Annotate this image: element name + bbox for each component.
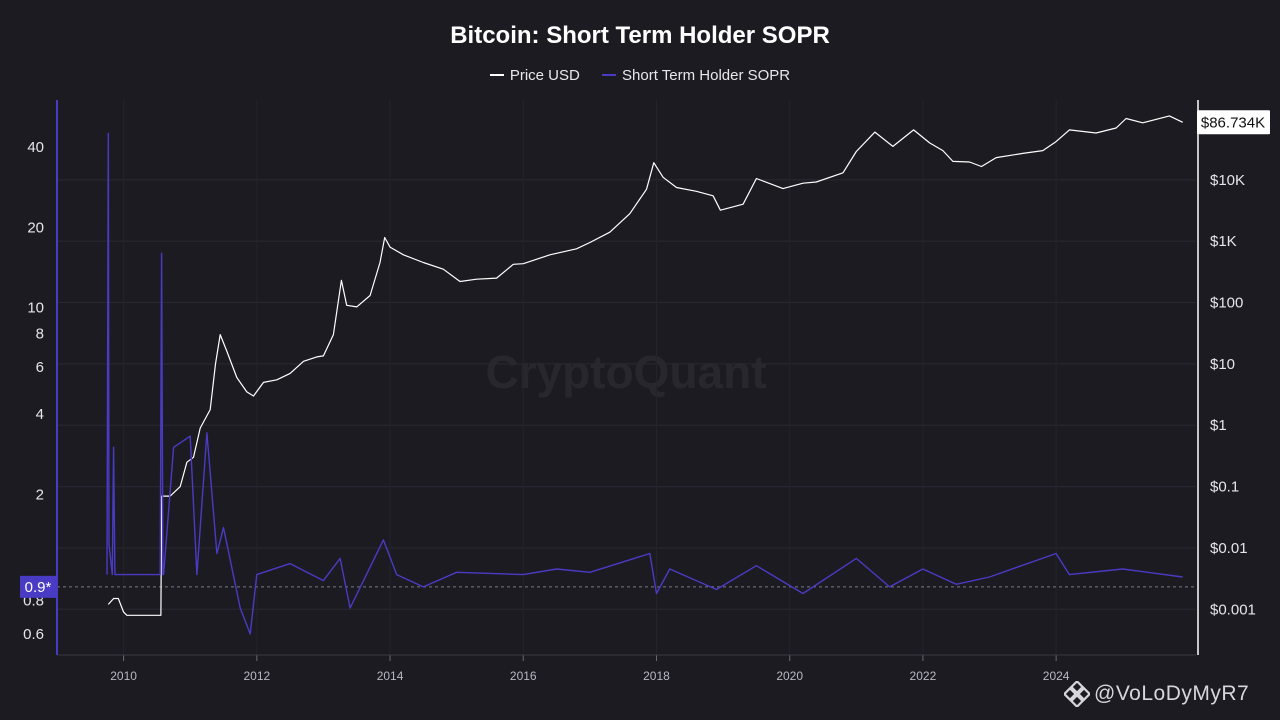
right-tick-label: $10K — [1210, 172, 1245, 189]
left-tick-label: 20 — [27, 219, 44, 236]
x-tick-label: 2024 — [1043, 669, 1070, 683]
right-tick-label: $0.01 — [1210, 540, 1248, 557]
watermark-brand: CryptoQuant — [485, 346, 766, 398]
series-line-sopr[interactable] — [106, 132, 1183, 635]
left-tick-label: 8 — [36, 326, 44, 343]
left-tick-label: 40 — [27, 139, 44, 156]
right-current-label: $86.734K — [1201, 114, 1265, 131]
right-tick-label: $1 — [1210, 417, 1227, 434]
left-current-label: 0.9* — [25, 579, 52, 596]
x-tick-label: 2020 — [776, 669, 803, 683]
legend-label-price: Price USD — [509, 66, 580, 84]
left-current-badge — [20, 575, 57, 598]
series-line-price[interactable] — [107, 115, 1183, 616]
right-current-badge — [1197, 110, 1270, 135]
left-tick-label: 2 — [36, 486, 44, 503]
x-tick-label: 2012 — [243, 669, 270, 683]
left-tick-label: 6 — [36, 359, 44, 376]
right-tick-label: $1K — [1210, 233, 1237, 250]
legend-item-sopr[interactable]: Short Term Holder SOPR — [602, 67, 790, 84]
x-tick-label: 2016 — [510, 669, 537, 683]
chart-legend: Price USD Short Term Holder SOPR — [0, 63, 1280, 84]
binance-diamond-icon — [1064, 681, 1090, 707]
x-tick-label: 2010 — [110, 669, 137, 683]
right-tick-label: $0.1 — [1210, 479, 1239, 496]
axes — [56, 100, 1199, 661]
chart-title: Bitcoin: Short Term Holder SOPR — [450, 22, 830, 49]
x-tick-label: 2018 — [643, 669, 670, 683]
legend-swatch-price — [489, 74, 504, 76]
right-tick-label: $0.001 — [1210, 601, 1256, 618]
right-tick-label: $100 — [1210, 295, 1243, 312]
watermark-handle: @VoLoDyMyR7 — [1094, 682, 1250, 705]
grid-lines — [57, 100, 1196, 655]
left-tick-label: 10 — [27, 300, 44, 317]
x-tick-label: 2014 — [377, 669, 404, 683]
series-group — [106, 115, 1183, 635]
left-tick-label: 0.6 — [23, 626, 44, 643]
legend-item-price[interactable]: Price USD — [489, 66, 580, 84]
left-tick-label: 4 — [36, 406, 44, 423]
legend-swatch-sopr — [602, 74, 617, 76]
right-tick-label: $10 — [1210, 356, 1235, 373]
x-tick-label: 2022 — [910, 669, 937, 683]
legend-label-sopr: Short Term Holder SOPR — [622, 66, 791, 84]
